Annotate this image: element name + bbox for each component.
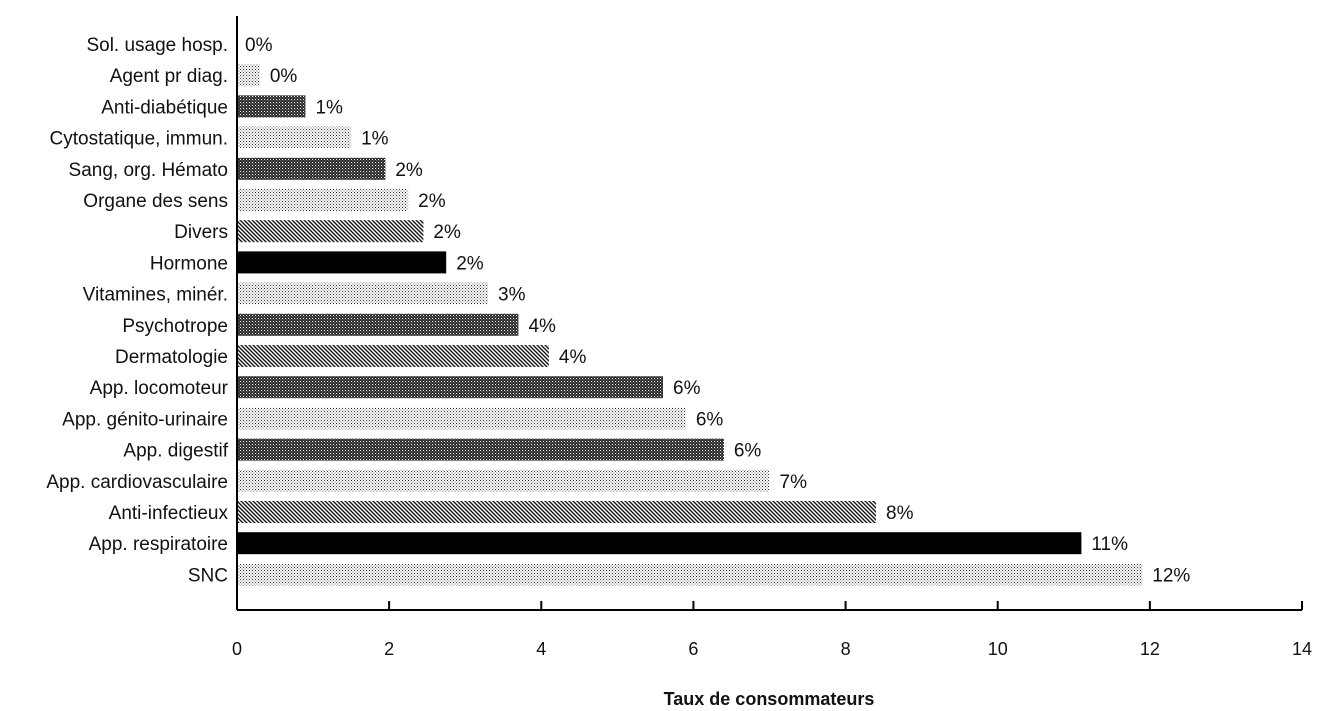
category-label: Sang, org. Hémato — [69, 160, 228, 181]
x-tick-label: 8 — [841, 639, 851, 659]
category-label: App. locomoteur — [90, 378, 229, 399]
x-tick-label: 10 — [988, 639, 1008, 659]
bar — [237, 157, 386, 180]
category-label: Cytostatique, immun. — [50, 129, 228, 150]
data-label: 4% — [528, 316, 556, 337]
x-tick-label: 2 — [384, 639, 394, 659]
category-label: App. génito-urinaire — [62, 409, 228, 430]
data-label: 8% — [886, 503, 914, 524]
bar — [237, 532, 1082, 555]
bar — [237, 563, 1143, 586]
data-label: 4% — [559, 347, 587, 368]
data-label: 2% — [418, 191, 446, 212]
category-label: Vitamines, minér. — [83, 285, 228, 306]
category-label: SNC — [188, 565, 228, 586]
x-tick-label: 12 — [1140, 639, 1160, 659]
data-label: 7% — [780, 472, 808, 493]
bar — [237, 438, 724, 461]
bar — [237, 251, 447, 274]
x-tick-label: 0 — [232, 639, 242, 659]
data-label: 2% — [456, 253, 484, 274]
x-tick-label: 14 — [1292, 639, 1312, 659]
data-label: 6% — [673, 378, 701, 399]
data-label: 12% — [1152, 565, 1190, 586]
data-label: 2% — [395, 160, 423, 181]
category-label: Sol. usage hosp. — [86, 35, 228, 56]
bar — [237, 64, 260, 87]
data-label: 6% — [734, 441, 762, 462]
data-label: 6% — [696, 409, 724, 430]
data-label: 1% — [361, 129, 389, 150]
bar — [237, 313, 519, 336]
bar — [237, 189, 409, 211]
bar — [237, 282, 489, 305]
bar — [237, 220, 424, 243]
category-label: Hormone — [150, 253, 228, 274]
category-label: Dermatologie — [115, 347, 228, 368]
category-label: Anti-diabétique — [101, 97, 228, 118]
category-label: Agent pr diag. — [110, 66, 228, 87]
bar — [237, 126, 352, 149]
data-label: 0% — [270, 66, 298, 87]
category-label: App. respiratoire — [89, 534, 228, 555]
category-label: Organe des sens — [83, 191, 228, 212]
category-label: Divers — [174, 222, 228, 243]
bar — [237, 501, 876, 523]
bar — [237, 407, 686, 430]
bar — [237, 376, 663, 399]
bar — [237, 345, 549, 367]
category-label: Psychotrope — [122, 316, 228, 337]
data-label: 0% — [245, 35, 273, 56]
category-label: Anti-infectieux — [109, 503, 229, 524]
data-label: 1% — [315, 97, 343, 118]
data-label: 2% — [433, 222, 461, 243]
category-label: App. cardiovasculaire — [46, 472, 228, 493]
x-tick-label: 6 — [688, 639, 698, 659]
category-label: App. digestif — [123, 441, 228, 462]
data-label: 3% — [498, 285, 526, 306]
x-axis-title: Taux de consommateurs — [664, 689, 875, 709]
x-tick-label: 4 — [536, 639, 546, 659]
bar — [237, 95, 306, 118]
bar — [237, 469, 770, 492]
data-label: 11% — [1091, 534, 1128, 555]
